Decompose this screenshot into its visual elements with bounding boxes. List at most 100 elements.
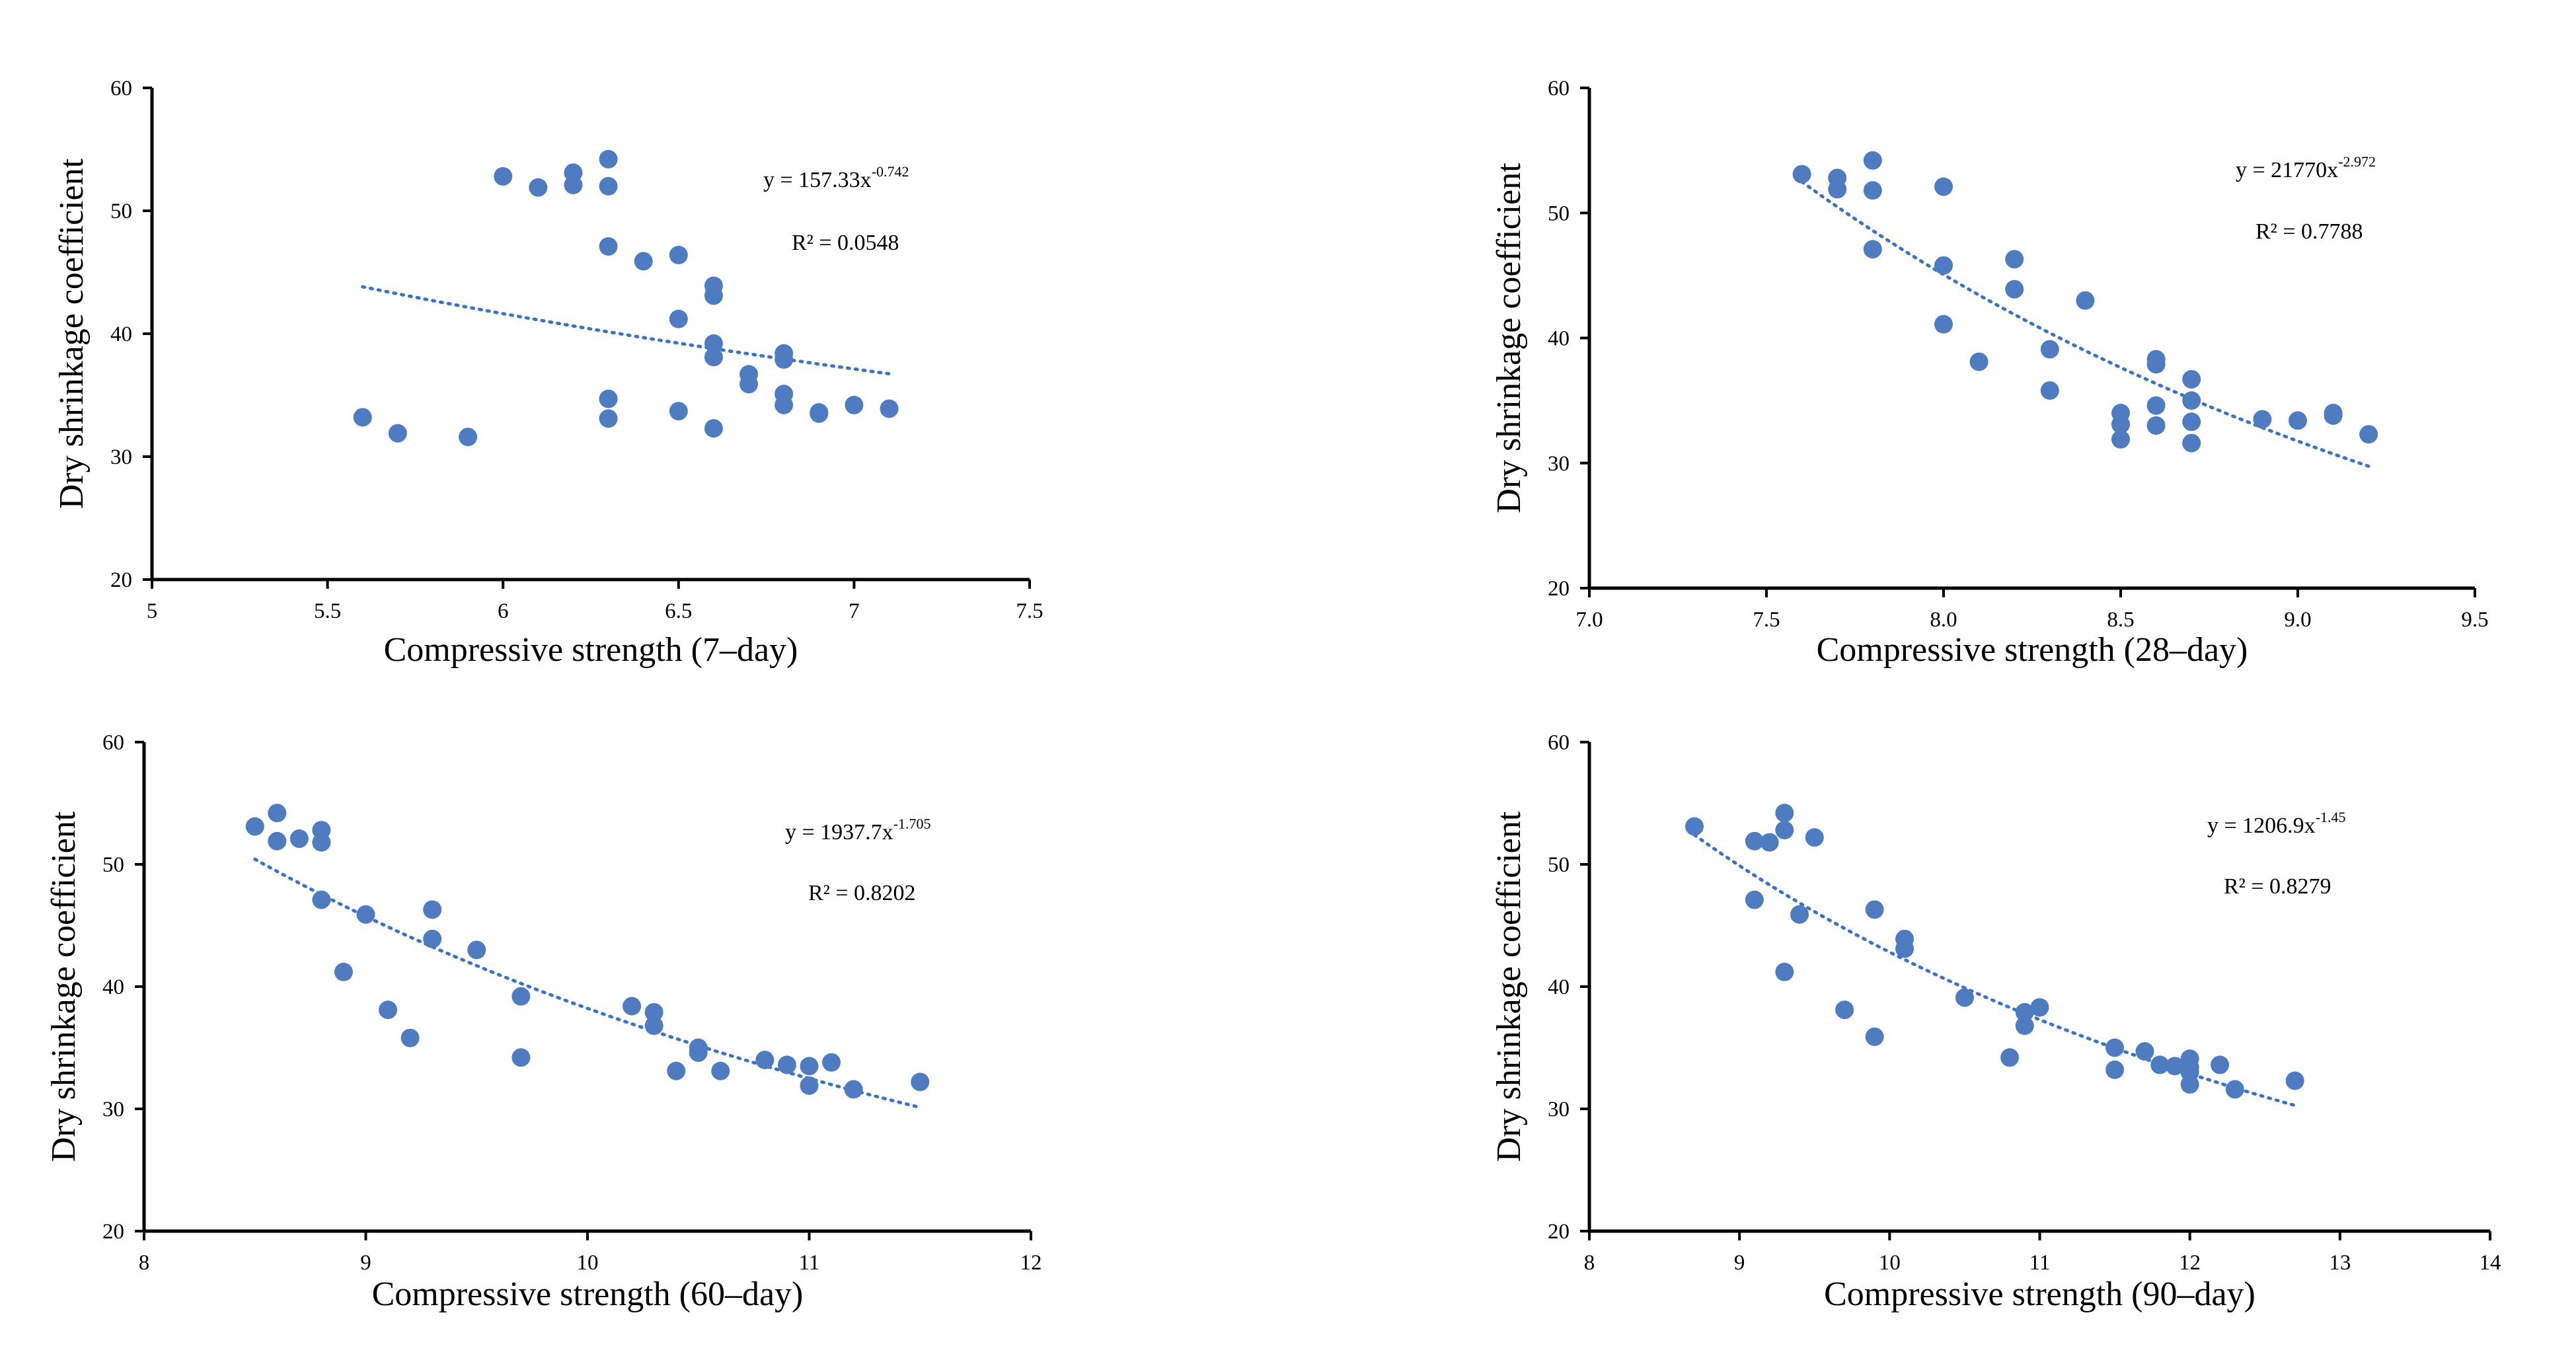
- x-tick-label: 7: [849, 599, 860, 623]
- equation-exponent: -2.972: [2338, 153, 2376, 170]
- data-point: [2040, 381, 2059, 400]
- data-point: [529, 178, 548, 197]
- data-point: [2150, 1055, 2170, 1075]
- data-point: [1895, 939, 1914, 958]
- chart-panel-3: 20 30 40 50 60 8 9 10 11 12 Compressive strength (…: [45, 731, 1042, 1313]
- x-tick-label: 8.0: [1930, 608, 1957, 632]
- x-tick-label: 7.5: [1753, 608, 1780, 632]
- data-point: [312, 890, 331, 909]
- data-point: [623, 997, 642, 1016]
- equation-exponent: -1.45: [2316, 809, 2346, 825]
- data-point: [1792, 165, 1811, 184]
- equation-base: y = 1206.9x: [2207, 813, 2316, 838]
- data-point: [775, 350, 794, 369]
- x-tick-label: 11: [799, 1251, 820, 1275]
- data-point: [1790, 905, 1809, 924]
- data-point: [245, 817, 264, 836]
- data-point: [1934, 177, 1953, 196]
- data-point: [334, 962, 353, 981]
- data-point: [669, 245, 688, 264]
- data-point: [1863, 151, 1882, 170]
- data-point: [704, 286, 723, 305]
- data-point: [289, 829, 309, 849]
- data-point: [844, 1080, 863, 1099]
- y-tick-label: 20: [110, 568, 132, 592]
- data-point: [2111, 430, 2130, 449]
- data-point: [2289, 411, 2307, 430]
- chart-panel-2: 20 30 40 50 60 7.0 7.5 8.0 8.5 9.0 9.5 Compressive …: [1490, 77, 2489, 669]
- y-tick-label: 50: [1548, 202, 1570, 225]
- data-point: [511, 987, 531, 1006]
- data-point: [667, 1061, 686, 1080]
- data-point: [459, 428, 478, 447]
- data-point: [2182, 369, 2201, 389]
- equation-base: y = 1937.7x: [785, 820, 893, 845]
- y-axis-title: Dry shrinkage coefficient: [45, 811, 83, 1162]
- data-point: [644, 1016, 663, 1036]
- data-point: [1775, 962, 1794, 981]
- data-point: [1934, 315, 1953, 334]
- data-point: [2324, 406, 2343, 425]
- x-tick-label: 9: [360, 1251, 371, 1275]
- x-tick-label: 9.0: [2284, 608, 2311, 632]
- data-point: [2180, 1075, 2199, 1094]
- data-point: [2146, 396, 2166, 415]
- trendline: [361, 285, 891, 376]
- x-tick-label: 7.5: [1016, 599, 1043, 623]
- data-point: [1835, 1000, 1854, 1020]
- equation-base: y = 21770x: [2236, 158, 2338, 182]
- equation-base: y = 157.33x: [763, 168, 872, 192]
- data-point: [669, 402, 688, 421]
- data-point: [2359, 425, 2378, 444]
- data-point: [739, 375, 759, 394]
- data-point: [2182, 434, 2201, 453]
- data-point: [511, 1048, 531, 1067]
- x-tick-label: 5: [147, 599, 158, 623]
- data-point: [2182, 391, 2201, 410]
- data-point: [2146, 355, 2166, 374]
- x-tick-label: 14: [2480, 1251, 2501, 1275]
- data-point: [2111, 415, 2130, 434]
- y-tick-label: 40: [1548, 975, 1570, 999]
- data-point: [388, 424, 407, 443]
- r-squared-label: R² = 0.8202: [808, 881, 916, 905]
- x-tick-label: 10: [1879, 1251, 1901, 1275]
- y-tick-label: 50: [1548, 853, 1570, 877]
- y-tick-label: 60: [110, 77, 132, 100]
- data-point: [2005, 280, 2024, 299]
- data-point: [1745, 831, 1764, 850]
- chart-panel-1: 20 30 40 50 60 5 5.5 6 6.5 7 7.5 Compressive streng…: [53, 77, 1043, 669]
- equation-exponent: -0.742: [872, 163, 909, 180]
- data-point: [2000, 1048, 2020, 1067]
- x-tick-label: 7.0: [1575, 608, 1603, 632]
- data-point: [599, 237, 618, 256]
- data-point: [599, 389, 618, 408]
- data-point: [644, 1002, 663, 1022]
- data-point: [755, 1051, 775, 1069]
- y-tick-label: 40: [110, 322, 132, 346]
- data-point: [2165, 1057, 2184, 1076]
- y-axis-title: Dry shrinkage coefficient: [53, 158, 91, 509]
- y-tick-label: 60: [1548, 77, 1570, 100]
- data-point: [800, 1057, 819, 1076]
- data-point: [2211, 1055, 2230, 1075]
- data-point: [2076, 291, 2095, 310]
- trendline: [1800, 180, 2370, 468]
- data-point: [2285, 1071, 2304, 1090]
- data-point: [423, 929, 442, 948]
- data-point: [1865, 900, 1884, 919]
- r-squared-label: R² = 0.0548: [792, 231, 899, 255]
- x-tick-label: 12: [2179, 1251, 2201, 1275]
- x-tick-label: 8: [139, 1251, 150, 1275]
- y-tick-label: 40: [102, 975, 124, 999]
- x-tick-label: 6.5: [665, 599, 692, 623]
- data-point: [599, 149, 618, 169]
- data-point: [599, 409, 618, 428]
- data-point: [2182, 412, 2201, 432]
- data-point: [669, 309, 688, 328]
- data-point: [467, 940, 486, 960]
- data-point: [1805, 828, 1824, 847]
- data-point: [2105, 1038, 2125, 1057]
- data-point: [800, 1076, 819, 1095]
- data-point: [2030, 998, 2049, 1017]
